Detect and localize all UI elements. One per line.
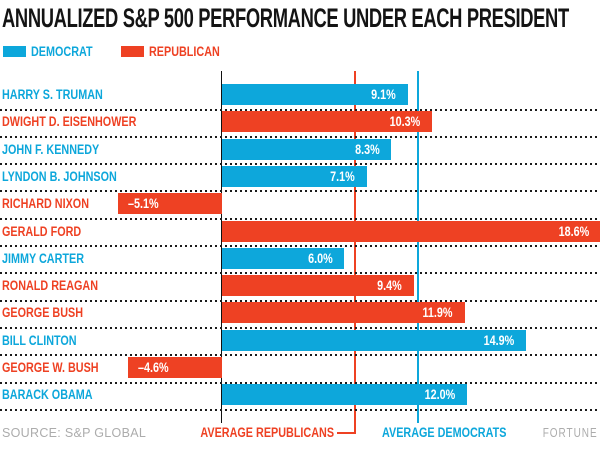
bar: 8.3% — [222, 138, 392, 160]
president-label: LYNDON B. JOHNSON — [2, 166, 146, 187]
average-republicans-label: AVERAGE REPUBLICANS — [200, 425, 334, 440]
fortune-wordmark: FORTUNE — [543, 426, 598, 440]
source-credit: SOURCE: S&P GLOBAL — [2, 426, 147, 440]
bar: 10.3% — [222, 111, 433, 133]
president-label: GERALD FORD — [2, 221, 101, 242]
president-label: BILL CLINTON — [2, 330, 95, 351]
legend-democrat-label: DEMOCRAT — [31, 44, 93, 59]
president-label: RONALD REAGAN — [2, 275, 122, 296]
bar-value-label: 11.9% — [422, 305, 453, 321]
president-name-text: RONALD REAGAN — [2, 278, 98, 294]
row-separator — [0, 354, 600, 357]
legend-republican-label: REPUBLICAN — [149, 44, 220, 59]
bar: 6.0% — [222, 247, 345, 269]
bar-value-label: 9.1% — [371, 87, 396, 102]
bar-value-label: 6.0% — [307, 250, 333, 266]
bar: 18.6% — [222, 220, 600, 242]
average-democrats-line — [416, 71, 419, 423]
bar-value-label: 10.3% — [389, 114, 421, 130]
president-name-text: BILL CLINTON — [2, 332, 77, 348]
bar: 11.9% — [222, 302, 465, 324]
president-name-text: LYNDON B. JOHNSON — [2, 168, 117, 184]
row-separator — [0, 299, 600, 302]
president-label: RICHARD NIXON — [2, 193, 111, 214]
president-name-text: GEORGE BUSH — [2, 305, 84, 321]
legend-republican-swatch — [121, 46, 144, 57]
row-separator — [0, 163, 600, 166]
bar: 9.1% — [222, 84, 408, 105]
president-name-text: GEORGE W. BUSH — [2, 360, 99, 375]
row-separator — [0, 326, 600, 329]
row-separator — [0, 135, 600, 138]
bar-value-label: 12.0% — [424, 387, 455, 403]
bar-value-label: 8.3% — [354, 141, 380, 157]
average-democrats-label: AVERAGE DEMOCRATS — [382, 425, 507, 440]
president-name-text: BARACK OBAMA — [2, 387, 93, 403]
bar: 14.9% — [222, 329, 526, 351]
row-separator — [0, 408, 600, 411]
row-separator — [0, 190, 600, 193]
row-separator — [0, 217, 600, 220]
president-label: GEORGE W. BUSH — [2, 357, 123, 378]
bar: –5.1% — [117, 193, 222, 215]
bar-value-label: –5.1% — [127, 196, 159, 212]
bar-value-label: –4.6% — [138, 360, 169, 375]
president-label: BARACK OBAMA — [2, 384, 115, 405]
president-label: DWIGHT D. EISENHOWER — [2, 111, 170, 132]
bar: 12.0% — [222, 384, 467, 406]
row-separator — [0, 381, 600, 384]
legend-democrat-swatch — [3, 46, 26, 57]
zero-baseline — [220, 71, 222, 423]
president-name-text: DWIGHT D. EISENHOWER — [2, 114, 137, 130]
bar-value-label: 18.6% — [558, 223, 590, 239]
legend: DEMOCRAT REPUBLICAN — [0, 44, 600, 59]
president-name-text: GERALD FORD — [2, 223, 82, 239]
bar-value-label: 7.1% — [330, 168, 355, 184]
president-name-text: RICHARD NIXON — [2, 196, 90, 212]
president-label: JOHN F. KENNEDY — [2, 139, 124, 160]
president-name-text: HARRY S. TRUMAN — [2, 87, 103, 102]
chart-title: ANNUALIZED S&P 500 PERFORMANCE UNDER EAC… — [2, 3, 569, 33]
average-republicans-connector — [337, 431, 355, 434]
bar: –4.6% — [128, 357, 222, 378]
bar-value-label: 14.9% — [483, 332, 514, 348]
president-name-text: JOHN F. KENNEDY — [2, 141, 100, 157]
row-separator — [0, 272, 600, 275]
president-label: HARRY S. TRUMAN — [2, 84, 128, 105]
president-label: GEORGE BUSH — [2, 302, 103, 323]
bar: 9.4% — [222, 275, 414, 297]
president-name-text: JIMMY CARTER — [2, 250, 85, 266]
row-separator — [0, 108, 600, 111]
average-republicans-line — [353, 71, 356, 434]
row-separator — [0, 245, 600, 247]
president-label: JIMMY CARTER — [2, 248, 105, 269]
bar: 7.1% — [222, 165, 367, 187]
bar-value-label: 9.4% — [377, 278, 402, 294]
